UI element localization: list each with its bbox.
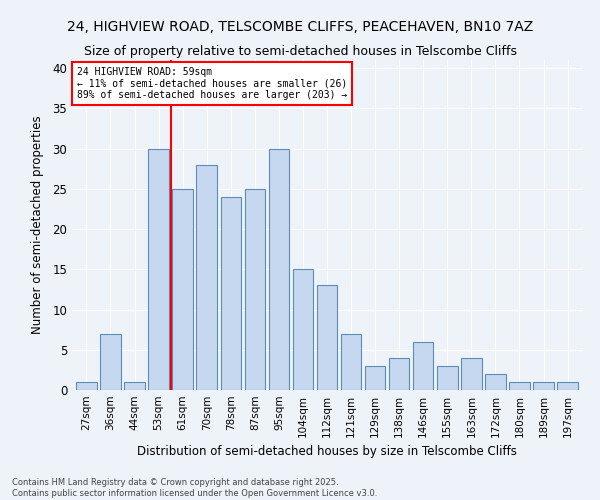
Bar: [413, 342, 433, 390]
Bar: [148, 148, 169, 390]
Bar: [317, 286, 337, 390]
Bar: [293, 270, 313, 390]
Bar: [269, 148, 289, 390]
Bar: [437, 366, 458, 390]
Text: Contains HM Land Registry data © Crown copyright and database right 2025.
Contai: Contains HM Land Registry data © Crown c…: [12, 478, 377, 498]
Bar: [485, 374, 506, 390]
Y-axis label: Number of semi-detached properties: Number of semi-detached properties: [31, 116, 44, 334]
X-axis label: Distribution of semi-detached houses by size in Telscombe Cliffs: Distribution of semi-detached houses by …: [137, 446, 517, 458]
Bar: [533, 382, 554, 390]
Bar: [124, 382, 145, 390]
Text: Size of property relative to semi-detached houses in Telscombe Cliffs: Size of property relative to semi-detach…: [83, 45, 517, 58]
Bar: [461, 358, 482, 390]
Bar: [172, 189, 193, 390]
Bar: [509, 382, 530, 390]
Bar: [341, 334, 361, 390]
Bar: [100, 334, 121, 390]
Text: 24 HIGHVIEW ROAD: 59sqm
← 11% of semi-detached houses are smaller (26)
89% of se: 24 HIGHVIEW ROAD: 59sqm ← 11% of semi-de…: [77, 66, 347, 100]
Bar: [557, 382, 578, 390]
Bar: [245, 189, 265, 390]
Text: 24, HIGHVIEW ROAD, TELSCOMBE CLIFFS, PEACEHAVEN, BN10 7AZ: 24, HIGHVIEW ROAD, TELSCOMBE CLIFFS, PEA…: [67, 20, 533, 34]
Bar: [76, 382, 97, 390]
Bar: [196, 164, 217, 390]
Bar: [389, 358, 409, 390]
Bar: [365, 366, 385, 390]
Bar: [221, 197, 241, 390]
